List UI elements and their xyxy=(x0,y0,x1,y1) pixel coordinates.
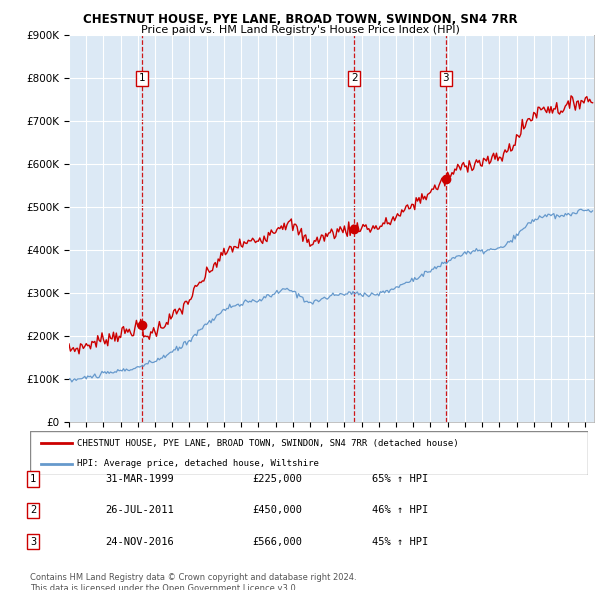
Text: 2: 2 xyxy=(351,73,358,83)
Text: CHESTNUT HOUSE, PYE LANE, BROAD TOWN, SWINDON, SN4 7RR (detached house): CHESTNUT HOUSE, PYE LANE, BROAD TOWN, SW… xyxy=(77,438,459,448)
Text: 3: 3 xyxy=(443,73,449,83)
Text: 31-MAR-1999: 31-MAR-1999 xyxy=(105,474,174,484)
Text: 45% ↑ HPI: 45% ↑ HPI xyxy=(372,537,428,546)
Text: £450,000: £450,000 xyxy=(252,506,302,515)
Text: £566,000: £566,000 xyxy=(252,537,302,546)
Text: Contains HM Land Registry data © Crown copyright and database right 2024.
This d: Contains HM Land Registry data © Crown c… xyxy=(30,573,356,590)
Text: 24-NOV-2016: 24-NOV-2016 xyxy=(105,537,174,546)
Text: 1: 1 xyxy=(30,474,36,484)
Text: 2: 2 xyxy=(30,506,36,515)
Text: 3: 3 xyxy=(30,537,36,546)
Text: 65% ↑ HPI: 65% ↑ HPI xyxy=(372,474,428,484)
Text: 46% ↑ HPI: 46% ↑ HPI xyxy=(372,506,428,515)
Text: HPI: Average price, detached house, Wiltshire: HPI: Average price, detached house, Wilt… xyxy=(77,460,319,468)
Text: Price paid vs. HM Land Registry's House Price Index (HPI): Price paid vs. HM Land Registry's House … xyxy=(140,25,460,35)
Text: CHESTNUT HOUSE, PYE LANE, BROAD TOWN, SWINDON, SN4 7RR: CHESTNUT HOUSE, PYE LANE, BROAD TOWN, SW… xyxy=(83,13,517,26)
Text: 26-JUL-2011: 26-JUL-2011 xyxy=(105,506,174,515)
Text: £225,000: £225,000 xyxy=(252,474,302,484)
Text: 1: 1 xyxy=(139,73,145,83)
